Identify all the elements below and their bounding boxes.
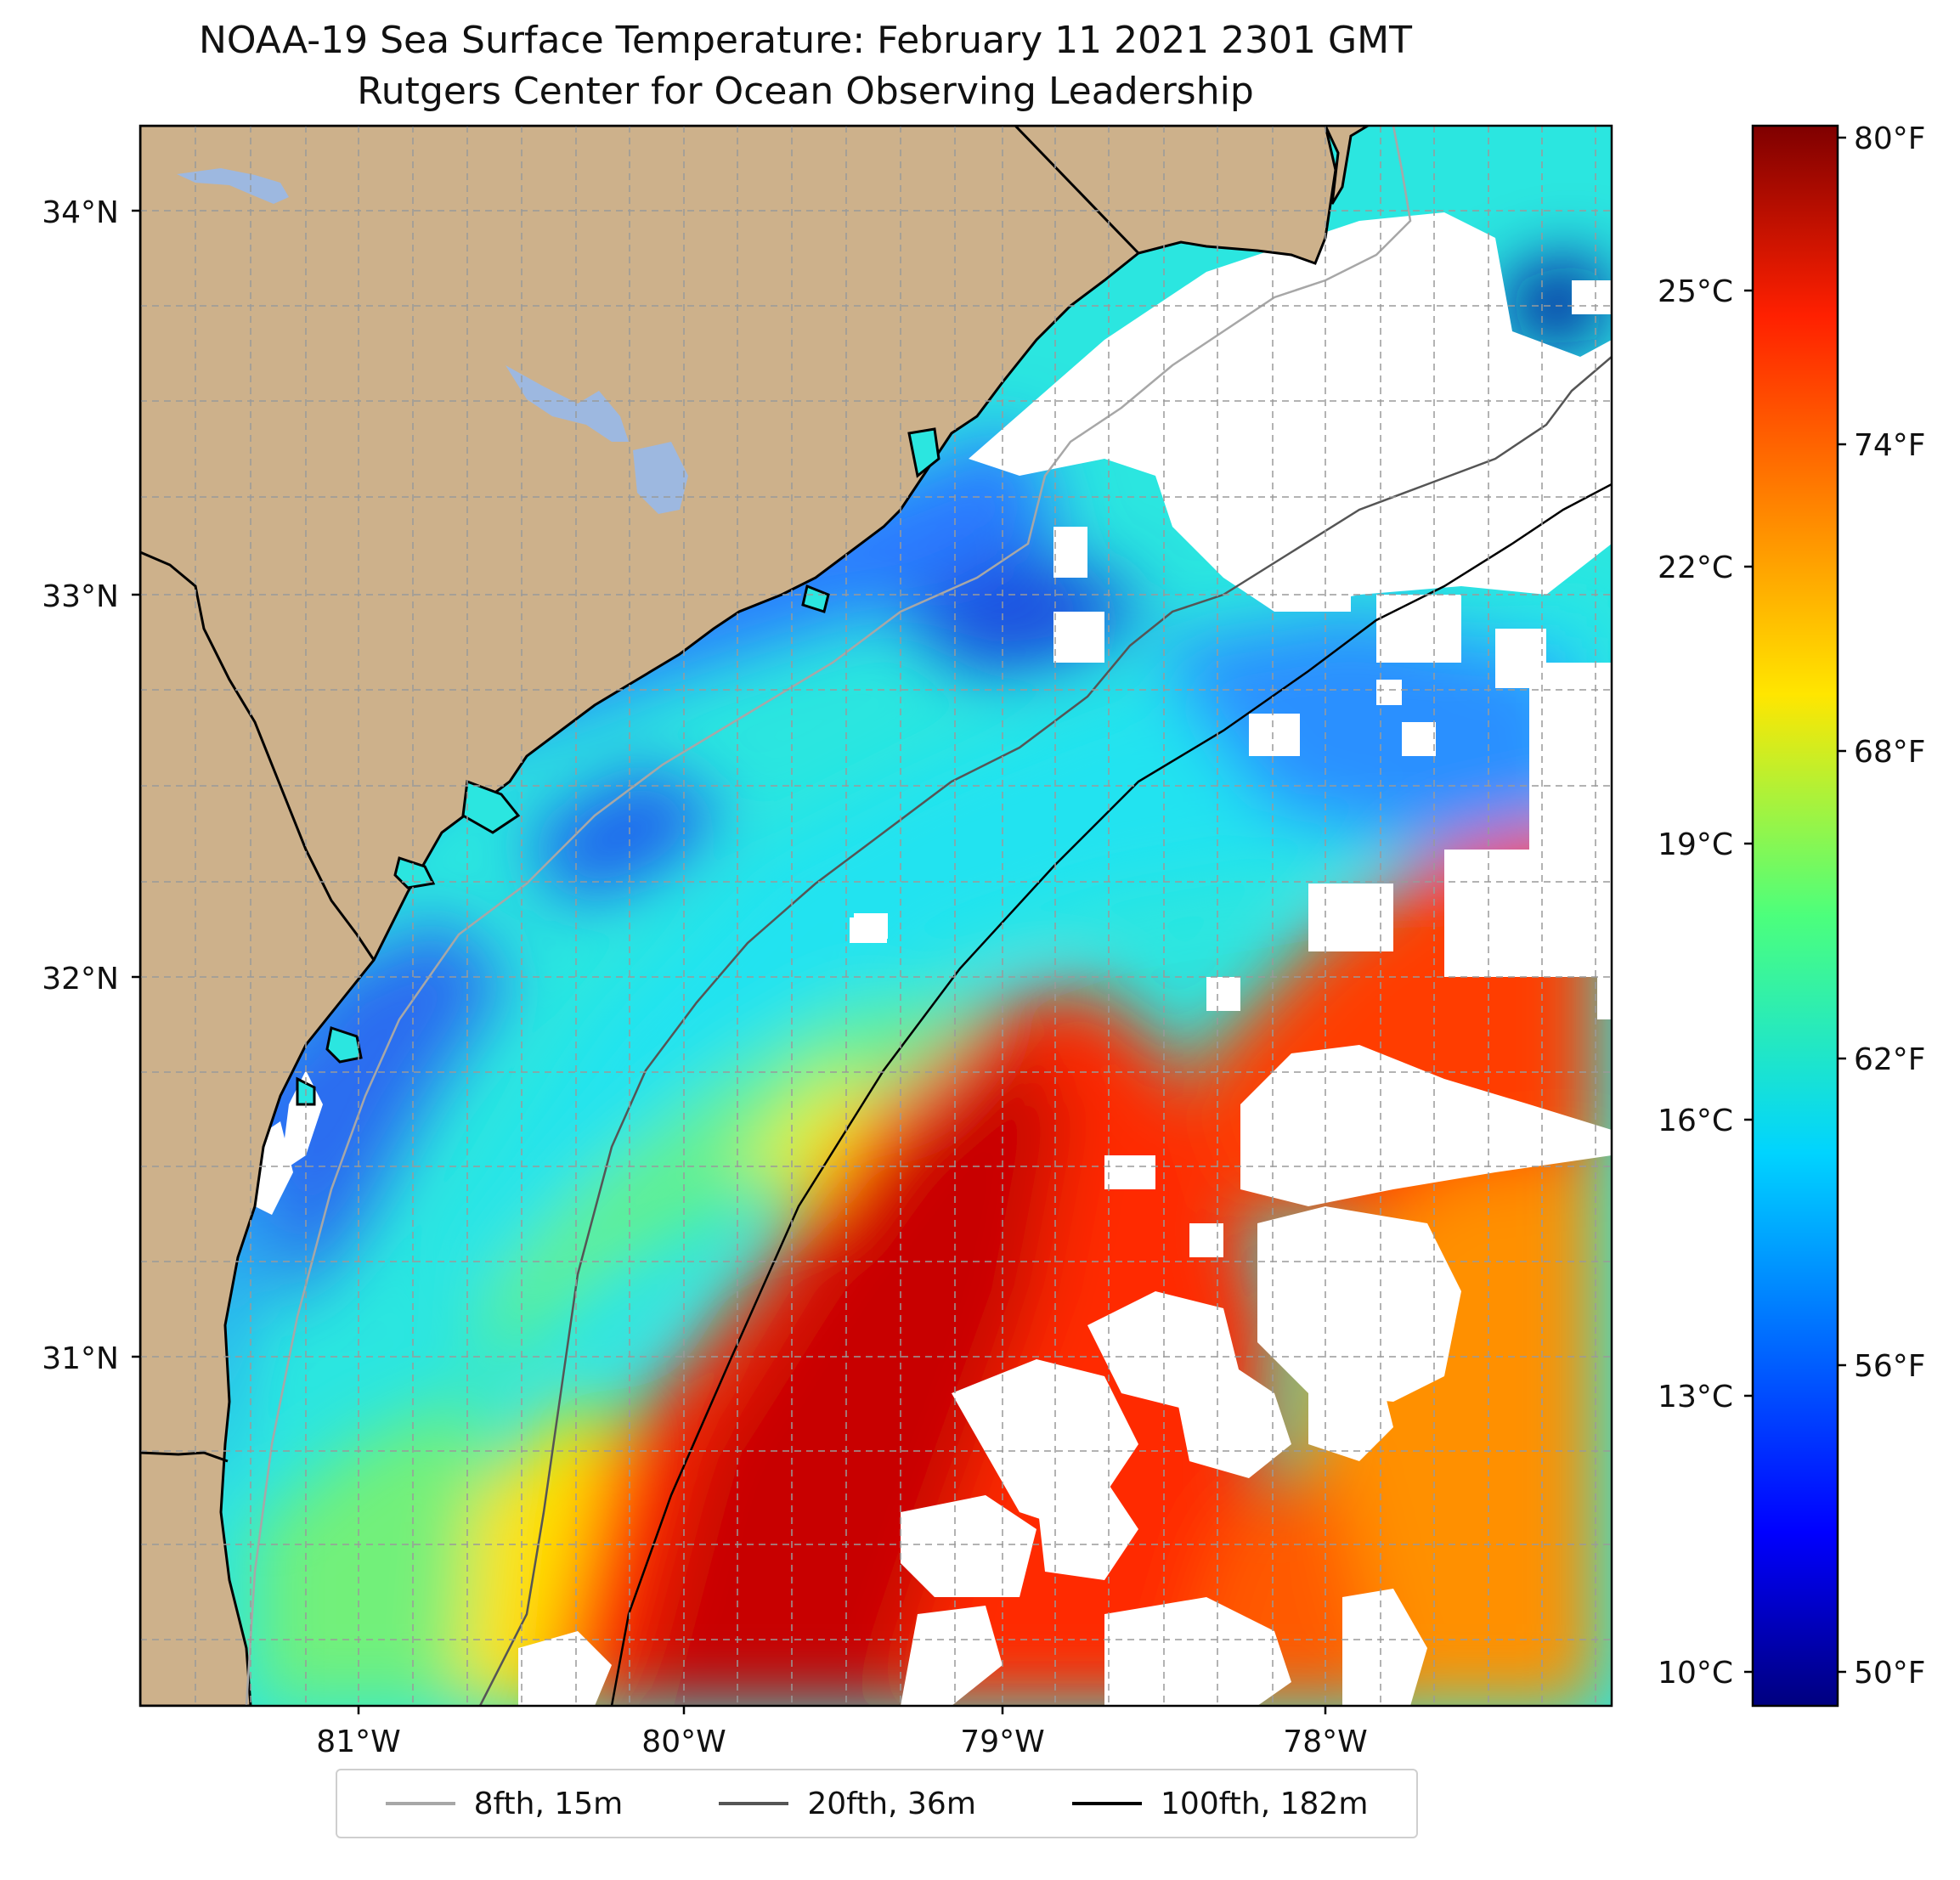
colorbar-fahrenheit-68: 68°F [1854,735,1926,770]
colorbar-fahrenheit-50: 50°F [1854,1656,1926,1691]
colorbar-ticks [1744,136,1846,1674]
legend-item-100fth: 100fth, 182m [1072,1787,1368,1821]
lat-tick-33: 33°N [42,579,119,614]
legend-label: 20fth, 36m [807,1786,976,1821]
contour-100fth [610,483,1612,1706]
contour-20fth [478,356,1612,1706]
state-borders [140,126,1140,1463]
colorbar-celsius-22: 22°C [1658,550,1733,585]
lat-tick-31: 31°N [42,1341,119,1376]
colorbar-celsius-19: 19°C [1658,827,1733,862]
axis-ticks [132,209,1327,1714]
colorbar-fahrenheit-56: 56°F [1854,1349,1926,1384]
colorbar-celsius-16: 16°C [1658,1104,1733,1138]
colorbar-fahrenheit-62: 62°F [1854,1042,1926,1077]
lon-tick-80: 80°W [641,1725,726,1759]
legend-swatch [385,1802,455,1805]
legend-item-20fth: 20fth, 36m [719,1787,976,1821]
map-frame [138,124,1613,1708]
colorbar-celsius-10: 10°C [1658,1656,1733,1691]
colorbar-celsius-13: 13°C [1658,1380,1733,1414]
bathymetry-contours [245,126,1612,1706]
legend-label: 8fth, 15m [473,1786,624,1821]
lat-tick-32: 32°N [42,962,119,996]
colorbar-fahrenheit-74: 74°F [1854,428,1926,463]
legend-swatch [1072,1802,1143,1805]
legend-swatch [719,1802,789,1805]
lakes [177,168,688,514]
contour-legend: 8fth, 15m 20fth, 36m 100fth, 182m [336,1769,1418,1838]
colorbar-fahrenheit-80: 80°F [1854,121,1926,156]
legend-label: 100fth, 182m [1161,1786,1369,1821]
map-gridlines [140,126,1612,1706]
colorbar-celsius-25: 25°C [1658,274,1733,309]
figure-title: NOAA-19 Sea Surface Temperature: Februar… [199,19,1412,62]
lon-tick-78: 78°W [1283,1725,1367,1759]
figure-subtitle: Rutgers Center for Ocean Observing Leade… [357,70,1254,113]
colorbar [1751,124,1839,1708]
lon-tick-79: 79°W [960,1725,1044,1759]
cloud-mask [255,212,1612,1706]
coastal-inlets [296,427,940,1106]
contour-8fth [245,126,1412,1706]
lat-tick-34: 34°N [42,195,119,230]
coastline-land [140,126,1337,1706]
legend-item-8fth: 8fth, 15m [385,1786,624,1821]
lon-tick-81: 81°W [316,1725,400,1759]
